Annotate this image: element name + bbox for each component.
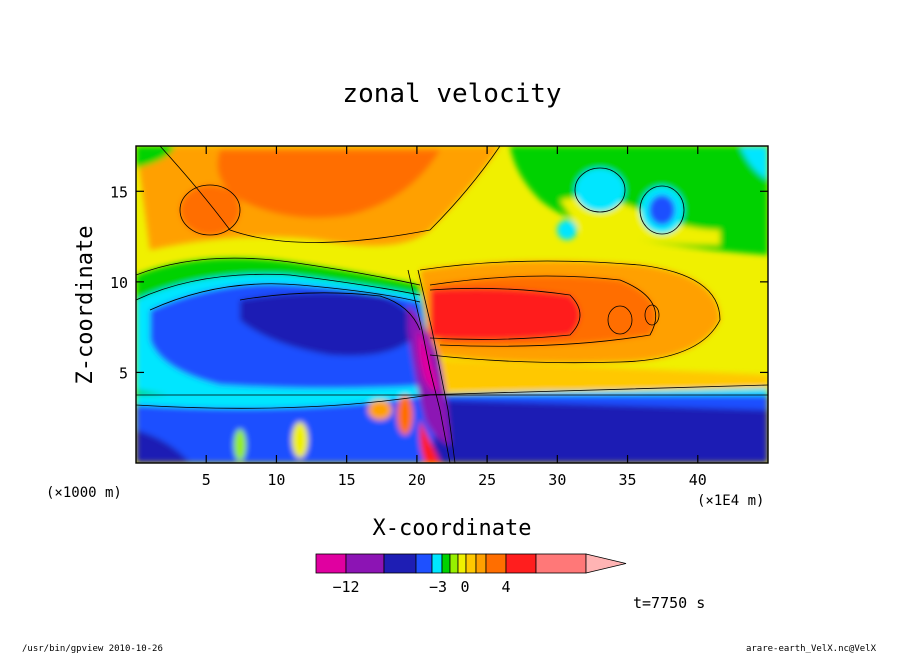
field-blob-a	[368, 400, 392, 420]
x-unit-label: (×1000 m)	[46, 485, 122, 501]
field-warm-band	[440, 360, 768, 392]
y-tick-label: 5	[119, 364, 128, 382]
y-axis-label: Z-coordinate	[73, 226, 98, 385]
plot-frame	[135, 145, 769, 464]
y-tick-label: 15	[110, 183, 128, 201]
field-lower-left-navy	[136, 430, 190, 463]
colorbar-segment	[535, 553, 587, 574]
colorbar-segment	[431, 553, 443, 574]
field-cyan-cell-c	[557, 220, 577, 240]
x-tick-label: 35	[619, 471, 637, 489]
colorbar-segment	[415, 553, 433, 574]
colorbar-segment	[465, 553, 477, 574]
field-lower-navy	[430, 400, 768, 463]
x-scale-note: (×1E4 m)	[697, 493, 764, 509]
field-cyan-cell-a	[575, 168, 625, 212]
field-red-jet	[430, 288, 580, 340]
y-axis: 5 10 15	[110, 183, 768, 382]
chart-title: zonal velocity	[342, 79, 561, 109]
x-axis-label: X-coordinate	[373, 516, 532, 541]
field-navy-jet	[240, 292, 420, 356]
colorbar-segment	[475, 553, 487, 574]
colorbar-segment	[345, 553, 385, 574]
field-upper-right-corner	[740, 146, 768, 180]
field-blob-b	[397, 395, 413, 435]
colorbar-label: 0	[460, 578, 469, 596]
footer-left: /usr/bin/gpview 2010-10-26	[22, 644, 163, 654]
field-upper-right-green	[510, 146, 768, 255]
colorbar-segment	[315, 553, 347, 574]
colorbar-segment	[441, 553, 451, 574]
x-tick-label: 25	[478, 471, 496, 489]
y-tick-label: 10	[110, 274, 128, 292]
contour-lines	[136, 146, 768, 463]
x-tick-label: 40	[689, 471, 707, 489]
footer-right: arare-earth_VelX.nc@VelX	[746, 644, 877, 654]
colorbar-labels: −12 −3 0 4	[332, 578, 510, 596]
x-tick-label: 5	[202, 471, 211, 489]
field-orange-eddy	[180, 185, 240, 235]
field-red-surface	[419, 420, 440, 463]
x-axis: 5 10 15 20 25 30 35 40	[202, 146, 707, 489]
field-blob-d	[234, 429, 246, 461]
x-tick-label: 10	[267, 471, 285, 489]
time-annotation: t=7750 s	[633, 594, 705, 612]
field-blob-c	[292, 422, 308, 458]
colorbar-label: 4	[501, 578, 510, 596]
colorbar-segment	[457, 553, 467, 574]
colorbar-label: −12	[332, 578, 359, 596]
colorbar	[315, 553, 627, 574]
field-blue-cell	[649, 195, 675, 225]
field-upper-orange-core	[217, 150, 440, 218]
colorbar-segment	[449, 553, 459, 574]
colorbar-label: −3	[429, 578, 447, 596]
velocity-field	[136, 146, 768, 463]
colorbar-segment	[505, 553, 537, 574]
x-tick-label: 20	[408, 471, 426, 489]
x-tick-label: 30	[548, 471, 566, 489]
colorbar-arrow	[585, 553, 627, 574]
x-tick-label: 15	[338, 471, 356, 489]
colorbar-segment	[485, 553, 507, 574]
colorbar-segment	[383, 553, 417, 574]
